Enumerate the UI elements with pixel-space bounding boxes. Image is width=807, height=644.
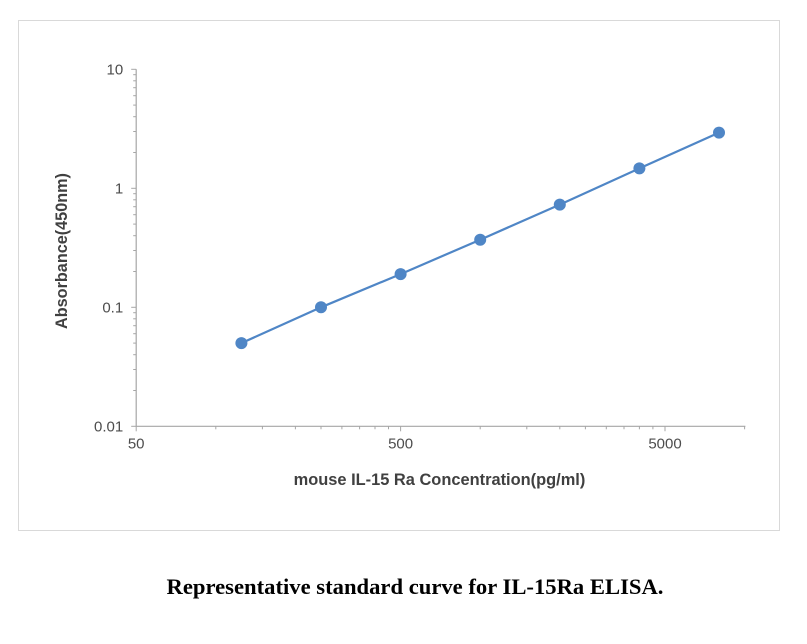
svg-text:50: 50	[128, 435, 145, 452]
svg-text:10: 10	[107, 61, 124, 78]
svg-text:500: 500	[388, 435, 413, 452]
svg-text:0.01: 0.01	[94, 418, 123, 435]
svg-text:0.1: 0.1	[102, 299, 123, 316]
svg-text:1: 1	[115, 180, 123, 197]
svg-text:5000: 5000	[648, 435, 681, 452]
